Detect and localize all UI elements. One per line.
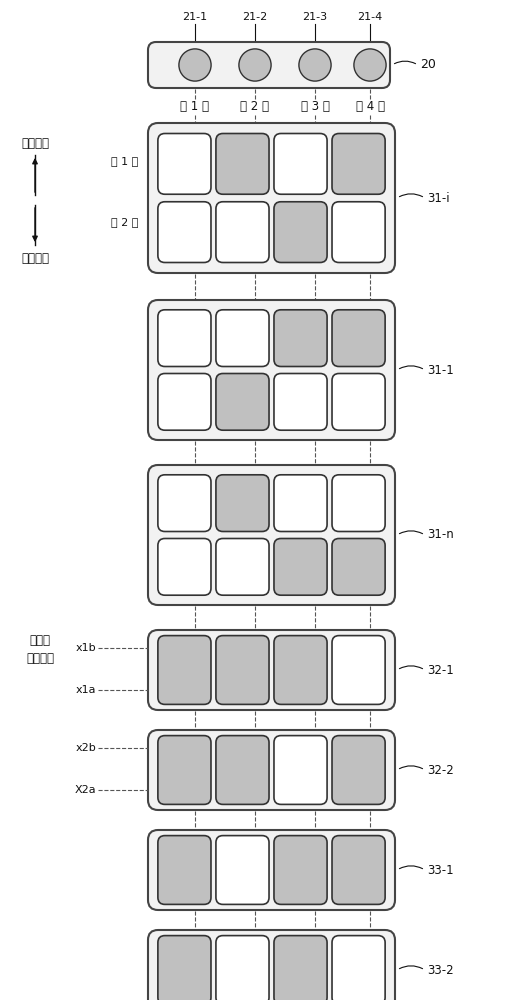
FancyBboxPatch shape	[148, 300, 395, 440]
FancyBboxPatch shape	[216, 736, 269, 804]
Circle shape	[179, 49, 211, 81]
FancyBboxPatch shape	[274, 736, 327, 804]
FancyBboxPatch shape	[332, 133, 385, 194]
FancyBboxPatch shape	[274, 936, 327, 1000]
FancyBboxPatch shape	[332, 202, 385, 262]
FancyBboxPatch shape	[158, 538, 211, 595]
FancyBboxPatch shape	[216, 836, 269, 904]
FancyBboxPatch shape	[158, 736, 211, 804]
FancyBboxPatch shape	[148, 123, 395, 273]
Text: x1a: x1a	[76, 685, 96, 695]
FancyBboxPatch shape	[148, 730, 395, 810]
FancyBboxPatch shape	[332, 836, 385, 904]
FancyBboxPatch shape	[216, 373, 269, 430]
FancyBboxPatch shape	[332, 636, 385, 704]
FancyBboxPatch shape	[274, 202, 327, 262]
Text: 32-1: 32-1	[427, 664, 454, 676]
FancyBboxPatch shape	[158, 202, 211, 262]
Text: 对应的
位置信息: 对应的 位置信息	[26, 635, 54, 666]
Text: 第 2 列: 第 2 列	[240, 101, 269, 113]
FancyBboxPatch shape	[158, 373, 211, 430]
Text: 21-4: 21-4	[357, 12, 382, 22]
FancyBboxPatch shape	[158, 133, 211, 194]
Text: 第 4 列: 第 4 列	[356, 101, 385, 113]
Text: 上行方向: 上行方向	[21, 137, 49, 150]
Text: 21-2: 21-2	[242, 12, 268, 22]
FancyBboxPatch shape	[274, 836, 327, 904]
Circle shape	[299, 49, 331, 81]
FancyBboxPatch shape	[274, 310, 327, 366]
Text: x2b: x2b	[75, 743, 96, 753]
Text: 21-1: 21-1	[183, 12, 208, 22]
Text: 20: 20	[420, 58, 436, 72]
Circle shape	[354, 49, 386, 81]
FancyBboxPatch shape	[274, 373, 327, 430]
FancyBboxPatch shape	[158, 636, 211, 704]
FancyBboxPatch shape	[158, 936, 211, 1000]
FancyBboxPatch shape	[216, 636, 269, 704]
FancyBboxPatch shape	[216, 475, 269, 532]
FancyBboxPatch shape	[332, 936, 385, 1000]
Text: 33-1: 33-1	[427, 863, 453, 876]
Text: 第 1 行: 第 1 行	[111, 156, 138, 166]
Text: 第 2 行: 第 2 行	[110, 217, 138, 227]
Text: 第 1 列: 第 1 列	[180, 101, 209, 113]
FancyBboxPatch shape	[148, 930, 395, 1000]
FancyBboxPatch shape	[274, 538, 327, 595]
FancyBboxPatch shape	[332, 310, 385, 366]
FancyBboxPatch shape	[148, 42, 390, 88]
Text: X2a: X2a	[74, 785, 96, 795]
Text: 33-2: 33-2	[427, 964, 453, 976]
Text: 第 3 列: 第 3 列	[300, 101, 329, 113]
FancyBboxPatch shape	[332, 538, 385, 595]
FancyBboxPatch shape	[216, 936, 269, 1000]
Text: 31-n: 31-n	[427, 528, 454, 542]
FancyBboxPatch shape	[274, 475, 327, 532]
FancyBboxPatch shape	[148, 630, 395, 710]
FancyBboxPatch shape	[158, 836, 211, 904]
FancyBboxPatch shape	[332, 373, 385, 430]
Text: 21-3: 21-3	[302, 12, 328, 22]
FancyBboxPatch shape	[158, 475, 211, 532]
Text: x1b: x1b	[75, 643, 96, 653]
FancyBboxPatch shape	[216, 202, 269, 262]
Text: 下行方向: 下行方向	[21, 252, 49, 265]
FancyBboxPatch shape	[158, 310, 211, 366]
FancyBboxPatch shape	[216, 133, 269, 194]
FancyBboxPatch shape	[216, 310, 269, 366]
FancyBboxPatch shape	[148, 465, 395, 605]
FancyBboxPatch shape	[274, 636, 327, 704]
FancyBboxPatch shape	[274, 133, 327, 194]
FancyBboxPatch shape	[332, 736, 385, 804]
Text: 32-2: 32-2	[427, 764, 454, 776]
FancyBboxPatch shape	[216, 538, 269, 595]
FancyBboxPatch shape	[148, 830, 395, 910]
Circle shape	[239, 49, 271, 81]
FancyBboxPatch shape	[332, 475, 385, 532]
Text: 31-1: 31-1	[427, 363, 454, 376]
Text: 31-i: 31-i	[427, 192, 450, 205]
